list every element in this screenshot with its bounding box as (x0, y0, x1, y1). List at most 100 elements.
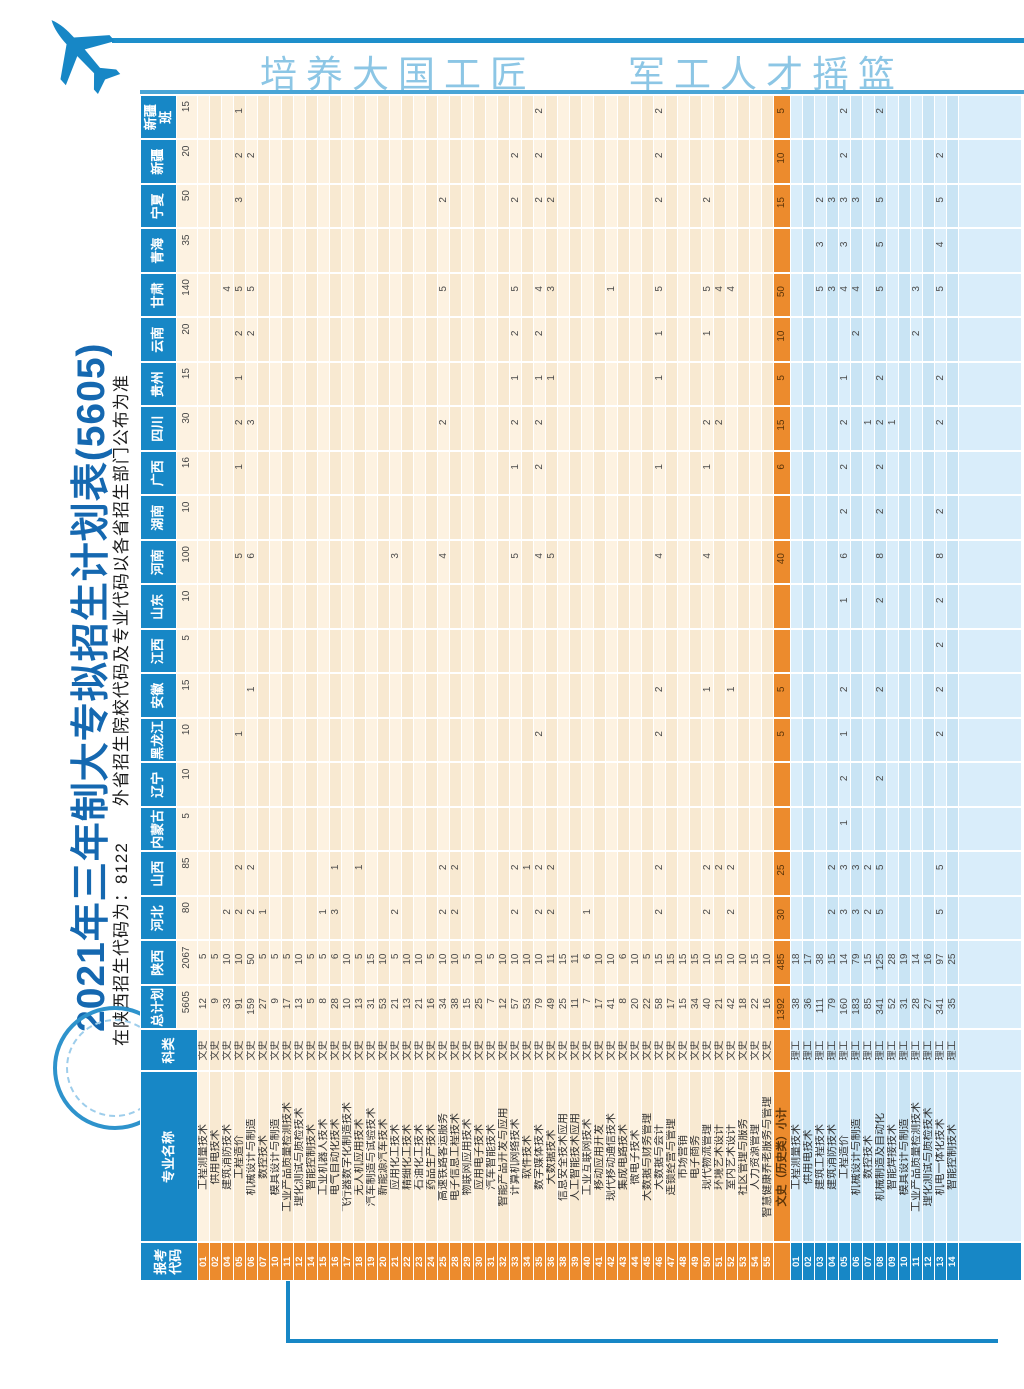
value-cell: 1 (317, 896, 330, 941)
value-cell (401, 673, 414, 718)
value-cell (838, 629, 851, 674)
value-cell (737, 718, 750, 763)
mid-rule (140, 90, 1024, 94)
value-cell (802, 406, 815, 451)
value-cell: 17 (665, 985, 678, 1030)
value-cell (910, 629, 923, 674)
major-name: 机电一体化技术 (934, 1071, 947, 1243)
value-cell (401, 362, 414, 407)
value-cell (790, 95, 803, 140)
value-cell (737, 851, 750, 896)
value-cell (233, 807, 246, 852)
value-cell (629, 317, 642, 362)
value-cell (305, 362, 318, 407)
value-cell: 41 (605, 985, 618, 1030)
value-cell (910, 95, 923, 140)
value-cell (814, 629, 827, 674)
major-name: 数控技术 (862, 1071, 875, 1243)
value-cell (737, 495, 750, 540)
value-cell (197, 184, 210, 229)
filler-cell (958, 940, 1022, 985)
value-cell (449, 451, 462, 496)
value-cell: 1 (838, 584, 851, 629)
value-cell (317, 629, 330, 674)
value-cell: 5 (934, 273, 947, 318)
value-cell (221, 317, 234, 362)
value-cell (269, 228, 282, 273)
value-cell (737, 762, 750, 807)
value-cell (257, 228, 270, 273)
value-cell (545, 762, 558, 807)
category-cell: 理工 (790, 1029, 803, 1072)
category-cell: 文史 (725, 1029, 738, 1072)
value-cell (281, 184, 294, 229)
value-cell: 5 (305, 985, 318, 1030)
value-cell (437, 762, 450, 807)
value-cell (293, 629, 306, 674)
value-cell (910, 139, 923, 184)
value-cell (365, 629, 378, 674)
value-cell (485, 673, 498, 718)
subtotal-value: 5 (773, 673, 791, 718)
value-cell (533, 807, 546, 852)
value-cell (197, 95, 210, 140)
value-cell (245, 184, 258, 229)
major-code: 21 (389, 1242, 402, 1281)
value-cell (401, 273, 414, 318)
value-cell: 2 (533, 184, 546, 229)
value-cell (245, 718, 258, 763)
subtotal-value (773, 495, 791, 540)
subtotal-value: 30 (773, 896, 791, 941)
value-cell (593, 139, 606, 184)
value-cell (802, 317, 815, 362)
value-cell (545, 807, 558, 852)
major-name: 移动应用开发 (593, 1071, 606, 1243)
value-cell (305, 184, 318, 229)
value-cell: 14 (838, 940, 851, 985)
value-cell (581, 362, 594, 407)
value-cell (461, 851, 474, 896)
value-cell (509, 584, 522, 629)
value-cell (245, 362, 258, 407)
value-cell (701, 362, 714, 407)
value-cell: 21 (713, 985, 726, 1030)
value-cell: 31 (365, 985, 378, 1030)
subtotal-value: 15 (773, 184, 791, 229)
value-cell (814, 451, 827, 496)
value-cell (617, 584, 630, 629)
subtotal-value: 40 (773, 540, 791, 585)
value-cell (209, 673, 222, 718)
province-total: 15 (176, 673, 198, 718)
value-cell (269, 451, 282, 496)
value-cell: 10 (533, 940, 546, 985)
value-cell (689, 896, 702, 941)
value-cell (353, 273, 366, 318)
value-cell: 2 (245, 851, 258, 896)
value-cell (329, 139, 342, 184)
value-cell (814, 95, 827, 140)
value-cell (293, 184, 306, 229)
value-cell (341, 851, 354, 896)
value-cell (197, 718, 210, 763)
value-cell: 159 (245, 985, 258, 1030)
value-cell (497, 851, 510, 896)
value-cell (725, 584, 738, 629)
value-cell (761, 228, 774, 273)
value-cell (281, 362, 294, 407)
category-cell: 文史 (221, 1029, 234, 1072)
value-cell: 1 (838, 718, 851, 763)
value-cell (677, 317, 690, 362)
value-cell (862, 629, 875, 674)
value-cell (377, 406, 390, 451)
value-cell (725, 184, 738, 229)
major-name: 新能源汽车技术 (377, 1071, 390, 1243)
value-cell: 15 (677, 985, 690, 1030)
value-cell (922, 362, 935, 407)
value-cell (593, 406, 606, 451)
value-cell (629, 228, 642, 273)
value-cell (749, 228, 762, 273)
value-cell (425, 451, 438, 496)
value-cell (761, 762, 774, 807)
province-header: 新疆 (140, 139, 177, 184)
subtotal-value: 15 (773, 406, 791, 451)
